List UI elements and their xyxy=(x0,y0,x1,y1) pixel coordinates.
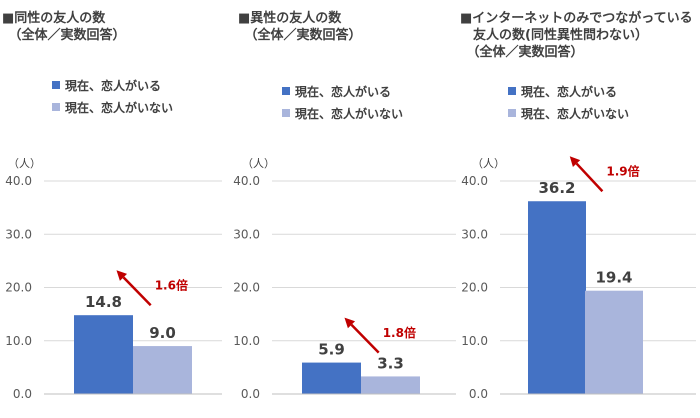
legend-item-absent: 現在、恋人がいない xyxy=(52,96,173,118)
ratio-arrow-head xyxy=(344,317,356,329)
legend-swatch-absent xyxy=(508,109,516,117)
bar-chart-opposite-sex: 0.0 10.0 20.0 30.0 40.0 5.9 3.3 1.8倍 xyxy=(233,174,456,401)
chart-panel-same-sex: ■同性の友人の数 （全体／実数回答） 現在、恋人がいる 現在、恋人がいない （人… xyxy=(0,0,228,418)
y-axis-unit: （人） xyxy=(472,157,505,170)
legend-item-absent: 現在、恋人がいない xyxy=(508,102,629,124)
y-tick-label: 30.0 xyxy=(233,227,260,241)
ratio-arrow-head xyxy=(116,270,128,281)
ratio-label: 1.9倍 xyxy=(606,164,639,179)
ratio-arrow-shaft xyxy=(122,276,152,307)
legend-item-present: 現在、恋人がいる xyxy=(508,80,629,102)
data-label: 3.3 xyxy=(377,354,404,372)
bar-present xyxy=(74,315,133,394)
ratio-arrow-shaft xyxy=(575,162,604,193)
y-tick-label: 0.0 xyxy=(241,387,260,401)
ratio-label: 1.8倍 xyxy=(383,325,416,340)
y-tick-label: 10.0 xyxy=(461,334,488,348)
y-tick-label: 20.0 xyxy=(5,281,32,295)
legend: 現在、恋人がいる 現在、恋人がいない xyxy=(52,74,173,118)
data-label: 14.8 xyxy=(85,293,122,311)
legend-label: 現在、恋人がいない xyxy=(295,106,404,121)
bar-absent xyxy=(133,346,192,394)
y-tick-label: 0.0 xyxy=(13,387,32,401)
legend-swatch-present xyxy=(508,87,516,95)
bar-present xyxy=(528,201,586,394)
ratio-label: 1.6倍 xyxy=(155,278,188,293)
legend: 現在、恋人がいる 現在、恋人がいない xyxy=(508,80,629,124)
bar-chart-same-sex: 0.0 10.0 20.0 30.0 40.0 14.8 9.0 1.6倍 xyxy=(5,174,222,401)
legend-item-present: 現在、恋人がいる xyxy=(282,80,403,102)
chart-panel-internet: ■インターネットのみでつながっている 友人の数(同性異性問わない） （全体／実数… xyxy=(460,0,700,418)
y-tick-label: 10.0 xyxy=(233,334,260,348)
chart-title: ■同性の友人の数 （全体／実数回答） xyxy=(2,11,126,43)
chart-title: ■インターネットのみでつながっている 友人の数(同性異性問わない） （全体／実数… xyxy=(460,11,693,60)
y-tick-label: 40.0 xyxy=(461,174,488,188)
data-label: 9.0 xyxy=(149,324,176,342)
ratio-arrow-shaft xyxy=(350,323,380,354)
y-tick-label: 30.0 xyxy=(5,227,32,241)
data-label: 5.9 xyxy=(318,341,345,359)
legend: 現在、恋人がいる 現在、恋人がいない xyxy=(282,80,403,124)
y-tick-label: 0.0 xyxy=(469,387,488,401)
bar-absent xyxy=(585,290,643,394)
bar-present xyxy=(302,362,361,394)
legend-label: 現在、恋人がいる xyxy=(521,84,618,99)
y-tick-label: 40.0 xyxy=(233,174,260,188)
chart-panel-opposite-sex: ■異性の友人の数 （全体／実数回答） 現在、恋人がいる 現在、恋人がいない （人… xyxy=(228,0,460,418)
chart-title: ■異性の友人の数 （全体／実数回答） xyxy=(238,11,362,43)
legend-swatch-absent xyxy=(282,109,290,117)
legend-swatch-present xyxy=(282,87,290,95)
ratio-arrow-head xyxy=(569,156,581,167)
data-label: 19.4 xyxy=(595,269,632,287)
legend-label: 現在、恋人がいない xyxy=(65,100,174,115)
y-tick-label: 20.0 xyxy=(233,281,260,295)
legend-label: 現在、恋人がいる xyxy=(295,84,392,99)
bar-absent xyxy=(361,376,420,394)
legend-item-absent: 現在、恋人がいない xyxy=(282,102,403,124)
y-tick-label: 20.0 xyxy=(461,281,488,295)
y-tick-label: 10.0 xyxy=(5,334,32,348)
legend-item-present: 現在、恋人がいる xyxy=(52,74,173,96)
legend-label: 現在、恋人がいない xyxy=(521,106,630,121)
y-tick-label: 40.0 xyxy=(5,174,32,188)
y-axis-unit: （人） xyxy=(8,157,41,170)
legend-swatch-absent xyxy=(52,103,60,111)
y-axis-unit: （人） xyxy=(242,157,275,170)
legend-swatch-present xyxy=(52,81,60,89)
data-label: 36.2 xyxy=(538,179,575,197)
bar-chart-internet: 0.0 10.0 20.0 30.0 40.0 36.2 19.4 1.9倍 xyxy=(461,156,696,401)
legend-label: 現在、恋人がいる xyxy=(65,78,162,93)
y-tick-label: 30.0 xyxy=(461,227,488,241)
